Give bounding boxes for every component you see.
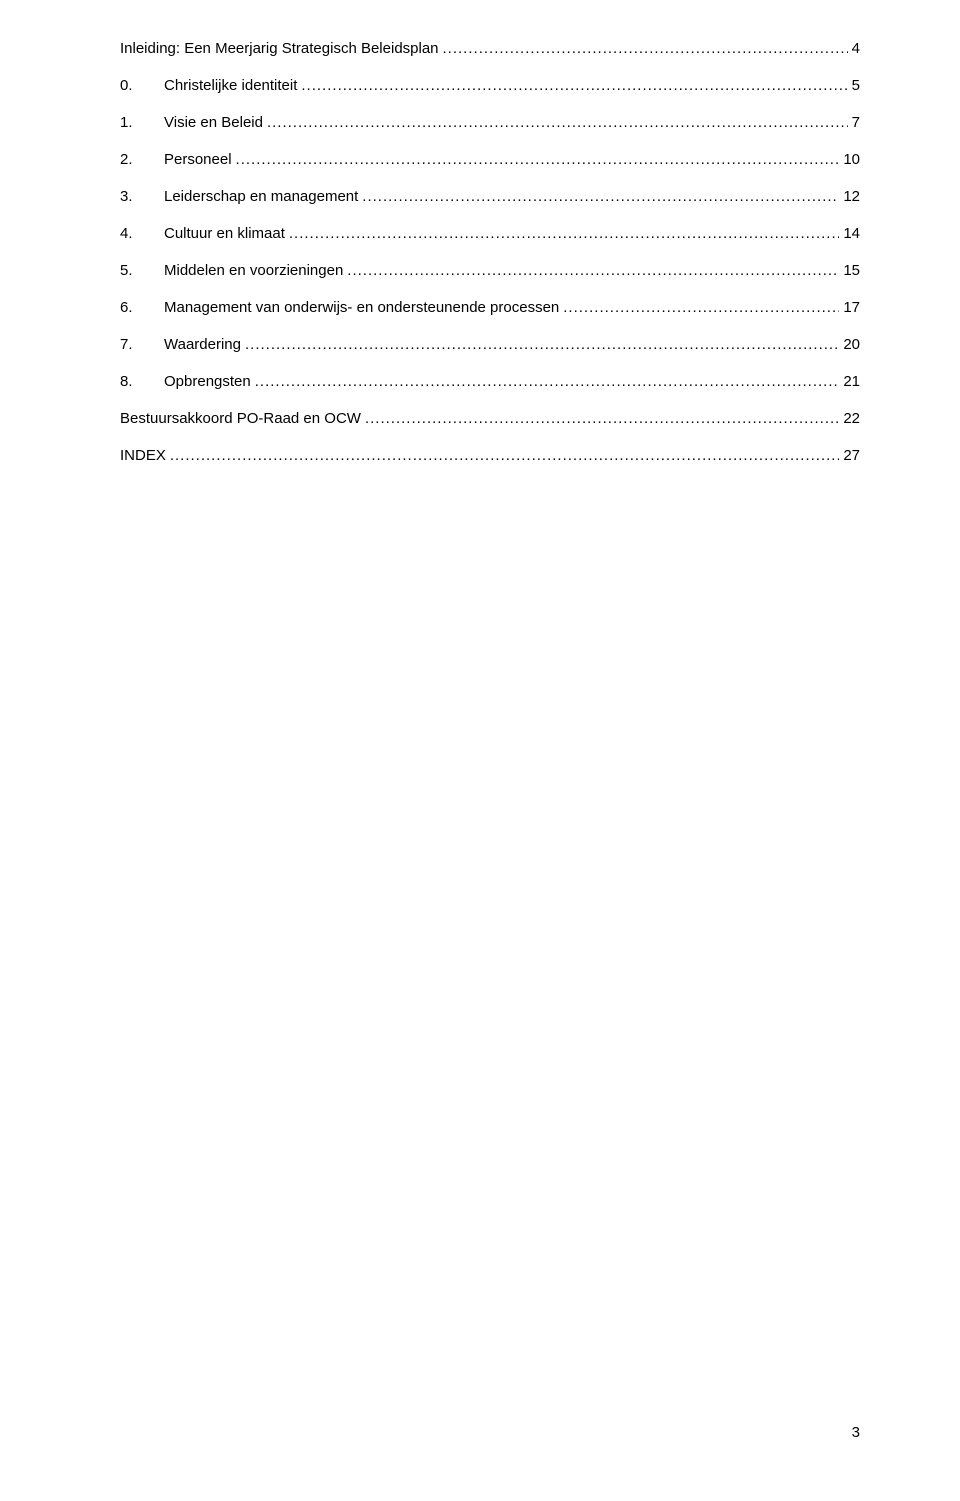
- toc-dots: [255, 373, 840, 390]
- toc-entry-title: Opbrengsten: [164, 373, 251, 390]
- table-of-contents: Inleiding: Een Meerjarig Strategisch Bel…: [120, 40, 860, 464]
- toc-entry-number: 8.: [120, 373, 164, 390]
- toc-entry-page: 7: [852, 114, 860, 131]
- toc-entry-page: 22: [843, 410, 860, 427]
- toc-entry-number: 4.: [120, 225, 164, 242]
- toc-entry-title: Bestuursakkoord PO-Raad en OCW: [120, 410, 361, 427]
- toc-entry-title: Waardering: [164, 336, 241, 353]
- toc-dots: [362, 188, 839, 205]
- toc-entry-page: 17: [843, 299, 860, 316]
- toc-entry-page: 21: [843, 373, 860, 390]
- toc-entry-number: 6.: [120, 299, 164, 316]
- toc-entry-page: 10: [843, 151, 860, 168]
- toc-entry: 3.Leiderschap en management 12: [120, 188, 860, 205]
- toc-dots: [365, 410, 839, 427]
- toc-dots: [347, 262, 839, 279]
- toc-entry-title: Visie en Beleid: [164, 114, 263, 131]
- toc-entry-number: 2.: [120, 151, 164, 168]
- toc-entry-number: 7.: [120, 336, 164, 353]
- toc-entry-number: 3.: [120, 188, 164, 205]
- toc-entry: 4.Cultuur en klimaat 14: [120, 225, 860, 242]
- toc-entry: 2.Personeel 10: [120, 151, 860, 168]
- toc-entry-title: Inleiding: Een Meerjarig Strategisch Bel…: [120, 40, 439, 57]
- toc-entry-page: 27: [843, 447, 860, 464]
- toc-entry: 6.Management van onderwijs- en ondersteu…: [120, 299, 860, 316]
- toc-dots: [563, 299, 839, 316]
- toc-dots: [289, 225, 839, 242]
- toc-entry-title: Christelijke identiteit: [164, 77, 297, 94]
- toc-entry: INDEX 27: [120, 447, 860, 464]
- toc-entry-page: 5: [852, 77, 860, 94]
- toc-entry: 8.Opbrengsten 21: [120, 373, 860, 390]
- toc-dots: [236, 151, 840, 168]
- toc-entry: Inleiding: Een Meerjarig Strategisch Bel…: [120, 40, 860, 57]
- toc-entry-number: 0.: [120, 77, 164, 94]
- toc-entry-page: 14: [843, 225, 860, 242]
- toc-entry-title: Management van onderwijs- en ondersteune…: [164, 299, 559, 316]
- toc-entry-page: 4: [852, 40, 860, 57]
- toc-entry-number: 1.: [120, 114, 164, 131]
- toc-entry-title: Middelen en voorzieningen: [164, 262, 343, 279]
- toc-entry: 7.Waardering 20: [120, 336, 860, 353]
- toc-entry-page: 20: [843, 336, 860, 353]
- page-number: 3: [852, 1424, 860, 1441]
- toc-dots: [267, 114, 848, 131]
- toc-entry: Bestuursakkoord PO-Raad en OCW 22: [120, 410, 860, 427]
- toc-entry-title: Personeel: [164, 151, 232, 168]
- toc-dots: [443, 40, 848, 57]
- toc-entry: 0.Christelijke identiteit 5: [120, 77, 860, 94]
- toc-entry-title: Leiderschap en management: [164, 188, 358, 205]
- toc-entry-page: 12: [843, 188, 860, 205]
- toc-entry-title: Cultuur en klimaat: [164, 225, 285, 242]
- toc-entry-title: INDEX: [120, 447, 166, 464]
- toc-dots: [170, 447, 839, 464]
- toc-entry: 5.Middelen en voorzieningen 15: [120, 262, 860, 279]
- toc-dots: [245, 336, 839, 353]
- toc-entry-number: 5.: [120, 262, 164, 279]
- toc-entry: 1.Visie en Beleid 7: [120, 114, 860, 131]
- toc-entry-page: 15: [843, 262, 860, 279]
- toc-dots: [301, 77, 847, 94]
